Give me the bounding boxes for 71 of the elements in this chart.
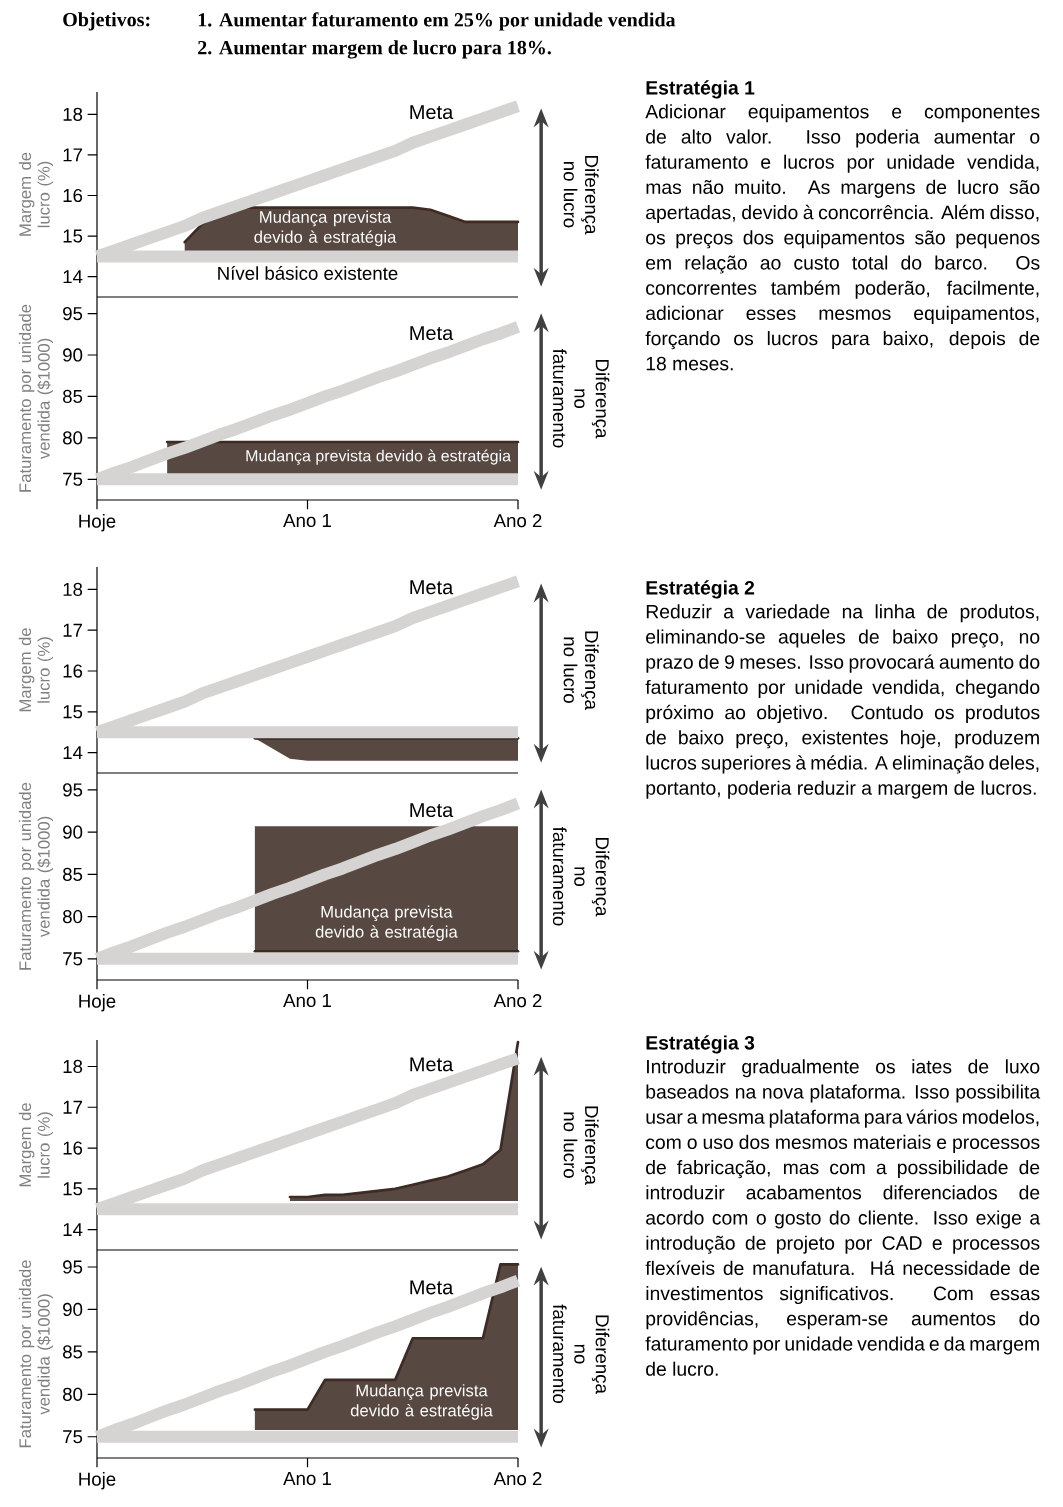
- x-tick-label: Ano 1: [283, 994, 331, 1008]
- y-tick-label: 15: [63, 229, 83, 243]
- x-tick-label: Ano 2: [493, 994, 542, 1008]
- text: Objetivos:: [63, 12, 150, 31]
- y-tick-label: 90: [63, 825, 83, 839]
- x-tick-label: Ano 1: [283, 514, 331, 528]
- text: Adicionar equipamentos e componentes de alto valor. Isso poderia aumentar o faturamento e lucros por unidade vendida, mas não muito. As margens de lucro são apertadas, devido à concorrência. Além disso, os preços dos equipamentos são pequenos em relação ao custo total do barco. Os concorrentes também poderão, facilmente, adicionar esses mesmos equipamentos, forçando os lucros para baixo, depois de 18 meses.: [645, 104, 1040, 371]
- y-axis-title: Margem de lucro (%): [18, 152, 54, 236]
- y-tick-label: 75: [63, 472, 83, 486]
- x-tick-label: Ano 1: [283, 1472, 331, 1486]
- y-tick-label: 14: [63, 1223, 83, 1237]
- y-tick-label: 95: [63, 306, 83, 321]
- y-axis-title: Faturamento por unidade vendida ($1000): [18, 782, 54, 970]
- y-tick-label: 14: [63, 746, 83, 760]
- series-label: Mudança prevista devido à estratégia: [315, 905, 458, 942]
- y-axis-title: Faturamento por unidade vendida ($1000): [18, 304, 54, 492]
- x-tick-label: Ano 2: [493, 1472, 542, 1486]
- x-tick-label: Hoje: [79, 1472, 116, 1490]
- text: 2. Aumentar margem de lucro para 18%.: [198, 40, 551, 59]
- y-tick-label: 85: [63, 867, 83, 881]
- y-tick-label: 85: [63, 389, 83, 404]
- y-tick-label: 80: [63, 431, 83, 445]
- text: Estratégia 1: [646, 80, 755, 99]
- y-tick-label: 75: [63, 952, 83, 966]
- y-tick-label: 15: [63, 705, 83, 719]
- y-tick-label: 18: [63, 582, 83, 597]
- y-tick-label: 95: [63, 1260, 83, 1274]
- text: Introduzir gradualmente os iates de luxo baseados na nova plataforma. Isso possibilita usar a mesma plataforma para vários modelos, com o uso dos mesmos materiais e processos de fabricação, mas com a possibilidade de introduzir acabamentos diferenciados de acordo com o gosto do cliente. Isso exige a introdução de projeto por CAD e processos flexíveis de manufatura. Há necessidade de investimentos significativos. Com essas providências, esperam-se aumentos do faturamento por unidade vendida e da margem de lucro.: [645, 1059, 1041, 1376]
- series-label: Mudança prevista devido à estratégia: [350, 1384, 493, 1420]
- series-label: Meta: [410, 580, 454, 595]
- text: 1. Aumentar faturamento em 25% por unidade vendida: [198, 12, 676, 31]
- series-label: Mudança prevista devido à estratégia: [254, 210, 397, 247]
- text: Estratégia 3: [646, 1035, 755, 1054]
- y-axis-title: Margem de lucro (%): [18, 1103, 54, 1187]
- text: Diferença no faturamento: [552, 1304, 610, 1404]
- text: Diferença no faturamento: [552, 826, 610, 926]
- series-label: Meta: [410, 105, 454, 120]
- text: Diferença no lucro: [563, 1106, 599, 1185]
- x-tick-label: Hoje: [79, 514, 116, 532]
- y-tick-label: 16: [63, 664, 83, 678]
- y-tick-label: 14: [63, 270, 83, 284]
- y-tick-label: 80: [63, 910, 83, 924]
- y-tick-label: 18: [63, 1059, 83, 1074]
- y-tick-label: 15: [63, 1182, 83, 1196]
- text: Estratégia 2: [646, 580, 755, 599]
- y-tick-label: 16: [63, 188, 83, 203]
- y-tick-label: 18: [63, 107, 83, 121]
- y-tick-label: 17: [63, 148, 83, 162]
- series-label: Meta: [410, 326, 454, 341]
- y-tick-label: 17: [63, 1100, 83, 1114]
- y-axis-title: Margem de lucro (%): [18, 628, 54, 712]
- series-label: Nível básico existente: [218, 265, 398, 280]
- series-label: Mudança prevista devido à estratégia: [246, 449, 511, 465]
- text: Diferença no lucro: [563, 156, 599, 235]
- y-tick-label: 85: [63, 1345, 83, 1359]
- y-tick-label: 90: [63, 1302, 83, 1317]
- series-label: Meta: [410, 803, 454, 818]
- y-tick-label: 80: [63, 1387, 83, 1401]
- text: Diferença no lucro: [563, 631, 599, 710]
- text: Diferença no faturamento: [552, 348, 610, 448]
- y-tick-label: 90: [63, 348, 83, 362]
- x-tick-label: Hoje: [79, 994, 116, 1012]
- series-label: Meta: [410, 1280, 454, 1295]
- x-tick-label: Ano 2: [493, 514, 542, 528]
- y-tick-label: 17: [63, 623, 83, 637]
- text: Reduzir a variedade na linha de produtos, eliminando-se aqueles de baixo preço, no prazo de 9 meses. Isso provocará aumento do faturamento por unidade vendida, chegando próximo ao objetivo. Contudo os produtos de baixo preço, existentes hoje, produzem lucros superiores à média. A eliminação deles, portanto, poderia reduzir a margem de lucros.: [645, 604, 1040, 799]
- y-axis-title: Faturamento por unidade vendida ($1000): [18, 1260, 54, 1448]
- y-tick-label: 95: [63, 783, 83, 797]
- y-tick-label: 75: [63, 1430, 83, 1444]
- series-label: Meta: [410, 1057, 454, 1072]
- y-tick-label: 16: [63, 1141, 83, 1155]
